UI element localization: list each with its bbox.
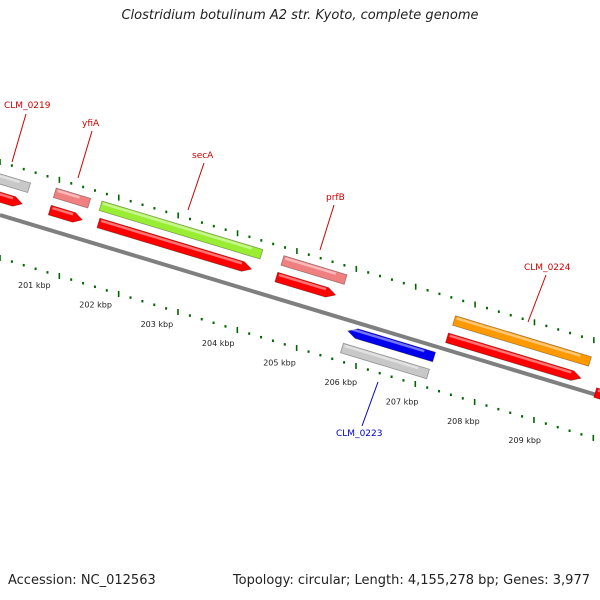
genome-backbone — [0, 213, 600, 398]
cds-arrow-clm0224-shape — [445, 332, 582, 381]
scale-label: 201 kbp — [18, 281, 51, 290]
gene-bar-clm0224-shape — [452, 315, 592, 367]
gene-bar-yfia-shape — [52, 187, 92, 209]
gene-label: secA — [192, 151, 214, 161]
cds-arrow-yfia-highlight — [52, 206, 74, 216]
cds-arrow-clm0223 — [347, 327, 437, 363]
gene-bar-clm0219-shape — [0, 170, 32, 194]
gene-label-leader — [361, 381, 379, 427]
accession-text: Accession: NC_012563 — [8, 573, 156, 588]
gene-bar-clm0223-shape — [339, 342, 431, 380]
tick-marks — [0, 159, 595, 441]
cds-arrow-yfia-shape — [47, 204, 84, 223]
gene-label-leader — [527, 274, 547, 323]
gene-label: CLM_0223 — [336, 429, 382, 439]
gene-bar-yfia — [52, 187, 92, 209]
backbone-line — [0, 213, 600, 398]
scale-labels: 201 kbp 202 kbp 203 kbp 204 kbp 205 kbp 206 k… — [18, 281, 541, 445]
cds-arrow-seca-highlight — [100, 219, 243, 265]
gene-bar-prfb-shape — [280, 255, 348, 285]
cds-arrow-prfb-shape — [274, 271, 337, 298]
cds-arrow-yfia — [47, 204, 84, 223]
scale-label: 203 kbp — [141, 320, 174, 329]
gene-label: yfiA — [82, 119, 100, 129]
gene-bar-yfia-highlight — [57, 189, 80, 199]
gene-bar-seca — [98, 200, 264, 260]
gene-label: CLM_0219 — [4, 101, 51, 111]
scale-label: 202 kbp — [79, 300, 112, 309]
cds-arrow-clm0219-highlight — [0, 190, 14, 200]
gene-label: CLM_0224 — [524, 263, 571, 273]
cds-arrow-prfb-highlight — [278, 273, 327, 291]
gene-bar-seca-shape — [98, 200, 264, 260]
gene-label-leader — [187, 162, 205, 211]
cds-arrow-seca-shape — [96, 217, 253, 272]
gene-label-leader — [11, 113, 27, 163]
scale-label: 208 kbp — [447, 417, 480, 426]
cds-arrow-clm0224 — [445, 332, 582, 381]
cds-arrow-clm0223-shape — [347, 328, 437, 363]
scale-label: 204 kbp — [202, 339, 235, 348]
gene-bar-prfb-highlight — [284, 257, 337, 275]
cds-arrow-prfb — [274, 271, 337, 298]
cds-arrow-seca — [96, 217, 253, 272]
gene-label-leader — [319, 204, 335, 251]
scale-label: 206 kbp — [325, 378, 358, 387]
gene-bar-clm0224 — [452, 315, 592, 367]
gene-bar-clm0223-highlight — [344, 344, 419, 370]
gene-features — [0, 170, 600, 400]
gene-label: prfB — [326, 193, 345, 203]
cds-arrow-clm0224-highlight — [449, 334, 572, 374]
gene-bar-clm0219-highlight — [0, 172, 20, 184]
gene-bar-prfb — [280, 255, 348, 285]
gene-bar-clm0223 — [339, 342, 431, 380]
scale-label: 207 kbp — [386, 397, 419, 406]
gene-bar-seca-highlight — [102, 202, 253, 250]
cds-arrow-edge — [593, 387, 600, 400]
gene-label-leader — [77, 130, 93, 179]
genome-summary-text: Topology: circular; Length: 4,155,278 bp… — [232, 573, 590, 588]
gene-bar-clm0219 — [0, 170, 32, 194]
cds-arrow-clm0219 — [0, 188, 24, 207]
gene-bar-clm0224-highlight — [456, 317, 581, 357]
scale-label: 205 kbp — [263, 359, 296, 368]
cds-arrow-edge-shape — [593, 387, 600, 400]
map-title: Clostridium botulinum A2 str. Kyoto, com… — [121, 8, 479, 23]
scale-label: 209 kbp — [508, 436, 541, 445]
cds-arrow-clm0219-shape — [0, 188, 24, 207]
cds-arrow-clm0223-highlight — [350, 327, 425, 353]
gene-labels: CLM_0219 yfiA secA prfB CLM_0224 CLM_0223 — [4, 101, 571, 439]
